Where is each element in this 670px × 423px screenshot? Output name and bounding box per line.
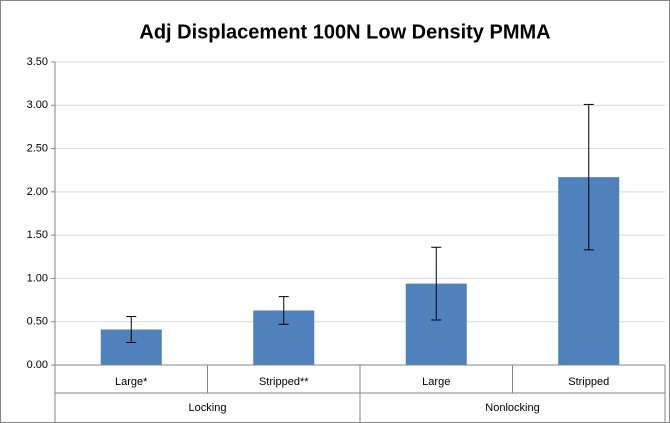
y-tick-label: 3.50 <box>27 56 48 68</box>
x-tick-label: Stripped** <box>259 376 309 388</box>
y-tick-label: 2.00 <box>27 186 48 198</box>
chart-title: Adj Displacement 100N Low Density PMMA <box>139 21 550 43</box>
x-tick-label: Stripped <box>568 376 609 388</box>
y-tick-label: 0.00 <box>27 359 48 371</box>
y-tick-label: 2.50 <box>27 142 48 154</box>
y-tick-label: 0.50 <box>27 316 48 328</box>
x-tick-label: Large* <box>115 376 148 388</box>
y-tick-label: 3.00 <box>27 99 48 111</box>
x-tick-label: Large <box>422 376 450 388</box>
group-label: Locking <box>189 402 227 414</box>
y-tick-label: 1.00 <box>27 272 48 284</box>
group-label: Nonlocking <box>485 402 539 414</box>
y-tick-label: 1.50 <box>27 229 48 241</box>
